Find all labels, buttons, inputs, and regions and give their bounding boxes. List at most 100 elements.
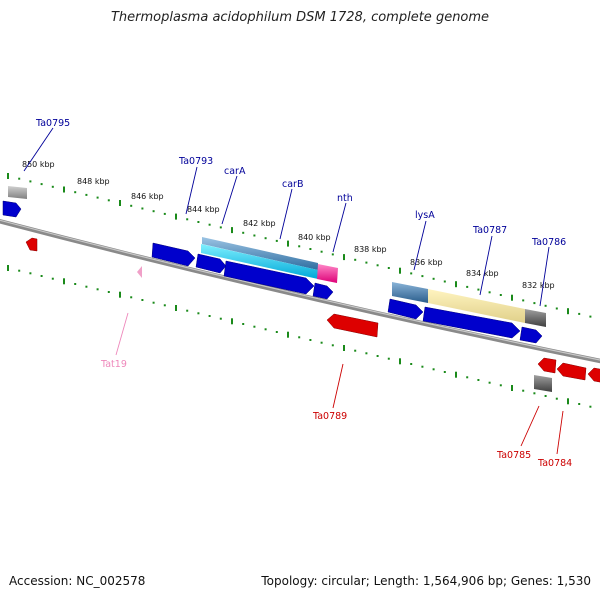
major-tick bbox=[7, 265, 9, 271]
scale-label: 844 kbp bbox=[187, 205, 220, 214]
gene-bar-ta0787[interactable] bbox=[428, 289, 525, 323]
gene-bar-ta0785[interactable] bbox=[534, 375, 552, 392]
minor-tick bbox=[96, 288, 99, 291]
gene-label-nth[interactable]: nth bbox=[337, 193, 353, 204]
minor-tick bbox=[499, 384, 502, 387]
minor-tick bbox=[578, 312, 581, 315]
minor-tick bbox=[533, 392, 536, 395]
gene-bar-cara[interactable] bbox=[202, 237, 318, 270]
gene-label-tat19[interactable]: Tat19 bbox=[100, 359, 127, 370]
minor-tick bbox=[130, 204, 133, 207]
forward-gene-arrow[interactable] bbox=[151, 242, 196, 267]
minor-tick bbox=[298, 245, 301, 248]
minor-tick bbox=[544, 395, 547, 397]
rna-gene-marker[interactable] bbox=[137, 266, 142, 278]
gene-label-carb[interactable]: carB bbox=[282, 179, 303, 190]
forward-gene-arrow[interactable] bbox=[2, 200, 22, 218]
minor-tick bbox=[432, 368, 435, 371]
gene-label-ta0793[interactable]: Ta0793 bbox=[178, 156, 213, 167]
reverse-gene-arrow[interactable] bbox=[25, 237, 38, 252]
gene-label-cara[interactable]: carA bbox=[224, 166, 246, 177]
minor-tick bbox=[186, 309, 189, 312]
minor-tick bbox=[555, 307, 558, 310]
minor-tick bbox=[298, 336, 301, 339]
minor-tick bbox=[432, 277, 435, 280]
minor-tick bbox=[163, 304, 166, 307]
minor-tick bbox=[477, 288, 480, 291]
minor-tick bbox=[197, 221, 200, 223]
forward-gene-arrow[interactable] bbox=[387, 298, 424, 320]
gene-bar-lysa[interactable] bbox=[392, 282, 428, 303]
gene-label-ta0795[interactable]: Ta0795 bbox=[35, 118, 70, 129]
forward-gene-arrow[interactable] bbox=[223, 260, 315, 295]
forward-gene-arrow[interactable] bbox=[422, 306, 521, 339]
major-tick bbox=[7, 173, 9, 179]
scale-label: 838 kbp bbox=[354, 245, 387, 254]
minor-tick bbox=[421, 365, 424, 368]
major-tick bbox=[455, 371, 457, 378]
gene-label-lysa[interactable]: lysA bbox=[415, 210, 435, 221]
minor-tick bbox=[219, 226, 222, 229]
minor-tick bbox=[309, 339, 312, 341]
minor-tick bbox=[477, 379, 480, 381]
minor-tick bbox=[466, 376, 469, 379]
minor-tick bbox=[107, 291, 110, 293]
major-tick bbox=[343, 345, 345, 351]
major-tick bbox=[343, 254, 345, 261]
major-tick bbox=[399, 358, 401, 365]
minor-tick bbox=[253, 234, 256, 237]
scale-label: 850 kbp bbox=[22, 160, 55, 169]
gene-label-ta0785[interactable]: Ta0785 bbox=[496, 450, 531, 461]
minor-tick bbox=[253, 325, 256, 328]
minor-tick bbox=[51, 185, 54, 188]
minor-tick bbox=[365, 261, 368, 264]
major-tick bbox=[63, 278, 65, 285]
reverse-gene-arrow[interactable] bbox=[556, 362, 587, 381]
major-tick bbox=[287, 240, 289, 247]
minor-tick bbox=[197, 312, 200, 315]
gene-bar-nth[interactable] bbox=[317, 264, 338, 283]
gene-label-ta0784[interactable]: Ta0784 bbox=[537, 458, 572, 469]
minor-tick bbox=[208, 315, 211, 317]
reverse-gene-arrow[interactable] bbox=[587, 367, 600, 383]
minor-tick bbox=[376, 355, 379, 357]
gene-label-ta0787[interactable]: Ta0787 bbox=[472, 225, 507, 236]
minor-tick bbox=[107, 199, 110, 202]
reverse-gene-arrow[interactable] bbox=[326, 313, 379, 338]
reverse-gene-arrow[interactable] bbox=[537, 357, 557, 374]
gene-bar-ta0786[interactable] bbox=[525, 309, 546, 327]
minor-tick bbox=[421, 275, 424, 278]
minor-tick bbox=[85, 193, 88, 196]
minor-tick bbox=[74, 283, 77, 285]
minor-tick bbox=[544, 304, 547, 307]
minor-tick bbox=[85, 285, 88, 288]
forward-gene-arrow[interactable] bbox=[195, 253, 227, 274]
gene-label-ta0789[interactable]: Ta0789 bbox=[312, 411, 347, 422]
gene-bar-carb[interactable] bbox=[201, 244, 318, 279]
genome-summary: Topology: circular; Length: 1,564,906 bp… bbox=[261, 574, 591, 588]
scale-label: 842 kbp bbox=[243, 219, 276, 228]
minor-tick bbox=[40, 275, 43, 277]
minor-tick bbox=[152, 210, 155, 213]
minor-tick bbox=[387, 267, 390, 269]
scale-label: 832 kbp bbox=[522, 281, 555, 290]
major-tick bbox=[511, 294, 513, 301]
minor-tick bbox=[18, 269, 21, 272]
label-leader-lines bbox=[23, 127, 564, 455]
forward-gene-arrow[interactable] bbox=[519, 326, 543, 344]
minor-tick bbox=[96, 196, 99, 199]
major-tick bbox=[511, 385, 513, 391]
minor-tick bbox=[410, 363, 413, 365]
minor-tick bbox=[488, 381, 491, 384]
minor-tick bbox=[242, 231, 245, 234]
minor-tick bbox=[365, 352, 368, 355]
minor-tick bbox=[499, 294, 502, 296]
forward-gene-arrow[interactable] bbox=[312, 282, 334, 300]
minor-tick bbox=[387, 357, 390, 360]
minor-tick bbox=[275, 239, 278, 242]
major-tick bbox=[231, 318, 233, 325]
major-tick bbox=[567, 308, 569, 315]
gene-bar-ta0795[interactable] bbox=[8, 186, 27, 199]
gene-label-ta0786[interactable]: Ta0786 bbox=[531, 237, 566, 248]
